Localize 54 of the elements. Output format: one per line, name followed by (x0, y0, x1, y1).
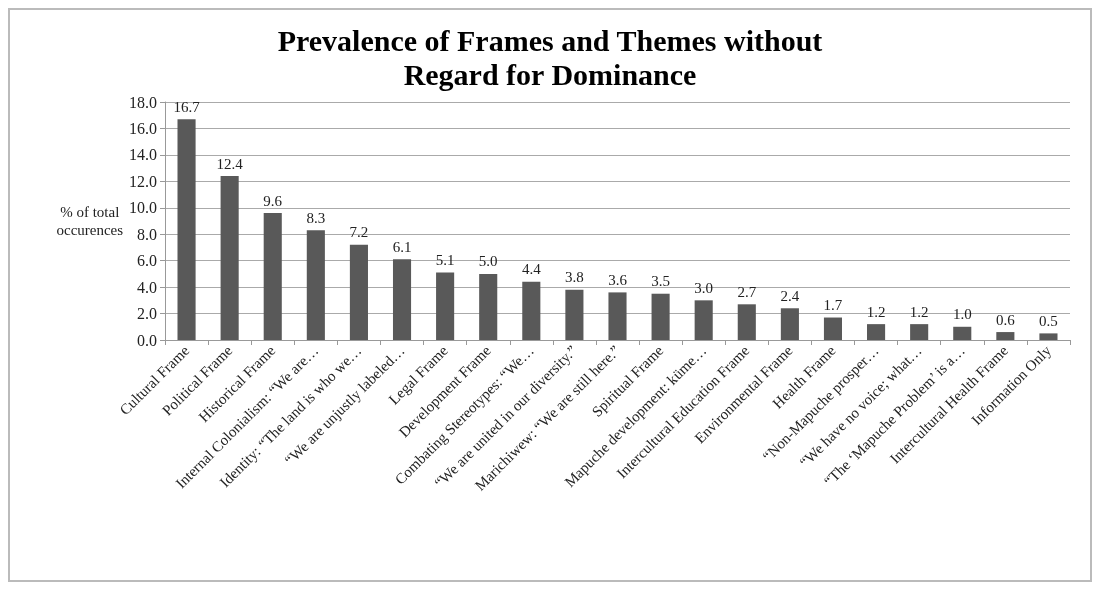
y-tick-label: 2.0 (137, 305, 157, 323)
data-label: 1.2 (909, 303, 929, 320)
y-tick-label: 14.0 (129, 146, 157, 164)
bar (910, 324, 929, 340)
bar (349, 244, 368, 340)
y-tick-label: 6.0 (137, 252, 157, 270)
data-label: 2.4 (780, 287, 800, 304)
data-label: 1.0 (952, 306, 972, 323)
data-label: 8.3 (306, 209, 326, 226)
data-label: 3.6 (608, 271, 628, 288)
bar (694, 300, 713, 340)
data-label: 3.0 (694, 279, 714, 296)
bar (306, 230, 325, 340)
chart-title: Prevalence of Frames and Themes without Regard for Dominance (277, 23, 823, 91)
y-tick-label: 12.0 (129, 172, 157, 190)
data-label: 7.2 (349, 224, 369, 241)
bar (780, 308, 799, 340)
bar (823, 317, 843, 340)
y-tick-label: 0.0 (137, 331, 157, 349)
bar (392, 259, 412, 340)
y-tick-label: 4.0 (137, 278, 157, 296)
bar (565, 289, 584, 340)
bar (177, 119, 196, 340)
bar (436, 272, 455, 340)
bar (996, 332, 1015, 340)
data-label: 4.4 (521, 261, 542, 278)
data-label: 1.7 (823, 297, 843, 314)
data-label: 9.6 (263, 192, 283, 209)
bar (479, 273, 498, 340)
bar (220, 176, 239, 340)
data-label: 0.5 (1039, 312, 1058, 329)
y-tick-label: 16.0 (129, 119, 157, 137)
bar (608, 292, 627, 340)
bar (522, 281, 541, 340)
data-label: 3.8 (565, 269, 584, 286)
y-tick-label: 8.0 (137, 225, 157, 243)
bar (867, 324, 886, 340)
data-label: 5.1 (435, 252, 455, 269)
data-label: 12.4 (216, 155, 244, 172)
bar (737, 304, 756, 340)
data-label: 16.7 (173, 98, 201, 115)
y-axis-title: % of total occurences (56, 204, 124, 238)
data-label: 2.7 (737, 283, 757, 300)
data-label: 6.1 (392, 238, 412, 255)
data-label: 5.0 (478, 253, 498, 270)
y-tick-label: 10.0 (129, 199, 157, 217)
bar (263, 213, 282, 340)
y-tick-label: 18.0 (129, 93, 157, 111)
bar (651, 293, 670, 340)
bar (1039, 333, 1058, 340)
bar (953, 326, 972, 340)
data-label: 0.6 (995, 311, 1016, 328)
data-label: 3.5 (651, 273, 670, 290)
data-label: 1.2 (866, 303, 886, 320)
